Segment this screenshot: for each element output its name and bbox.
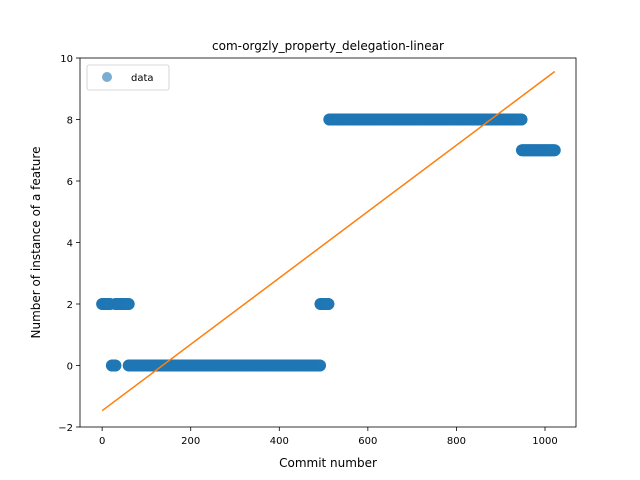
y-axis-label: Number of instance of a feature xyxy=(29,147,43,339)
y-tick-label: 0 xyxy=(67,362,73,373)
plot-area xyxy=(96,70,561,412)
legend: data xyxy=(86,64,170,91)
data-point xyxy=(322,298,335,310)
x-tick-label: 0 xyxy=(99,436,105,447)
data-point xyxy=(122,298,135,310)
data-point xyxy=(548,144,561,157)
data-point xyxy=(109,359,122,372)
x-tick-label: 1000 xyxy=(532,436,557,447)
y-tick-label: −2 xyxy=(58,423,73,434)
axes: 0 200 400 600 800 1000 −2 0 2 4 6 8 10 xyxy=(58,54,577,447)
y-tick-label: 2 xyxy=(67,300,73,311)
y-tick-label: 4 xyxy=(67,239,73,250)
legend-marker xyxy=(102,72,112,82)
chart-title: com-orgzly_property_delegation-linear xyxy=(212,39,444,53)
x-tick-label: 800 xyxy=(447,436,466,447)
plot-clipped-group xyxy=(96,70,561,412)
y-tick-label: 8 xyxy=(67,116,73,127)
y-tick-label: 6 xyxy=(67,177,73,188)
x-tick-label: 200 xyxy=(181,436,200,447)
fit-line xyxy=(101,70,556,412)
data-point xyxy=(314,359,327,372)
x-axis-label: Commit number xyxy=(279,456,377,470)
legend-label: data xyxy=(131,73,154,84)
x-tick-label: 400 xyxy=(270,436,289,447)
x-tick-label: 600 xyxy=(358,436,377,447)
data-point xyxy=(515,113,528,126)
y-tick-label: 10 xyxy=(60,54,73,65)
legend-box xyxy=(86,64,170,91)
